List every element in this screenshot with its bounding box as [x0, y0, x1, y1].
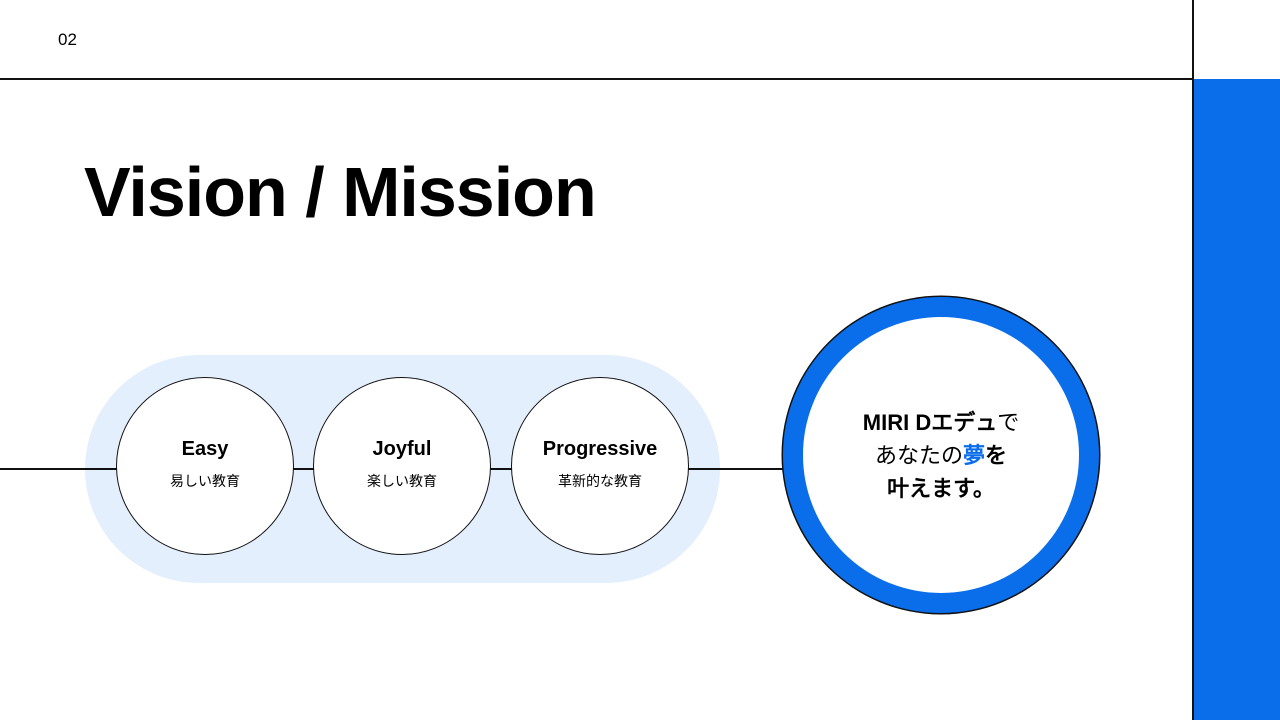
mission-line-1: MIRI Dエデュで — [863, 406, 1019, 439]
mission-line-3: 叶えます。 — [887, 472, 995, 505]
value-subtitle: 楽しい教育 — [367, 472, 437, 489]
mission-line-2: あなたの夢を — [875, 439, 1007, 472]
accent-bar — [1194, 79, 1280, 720]
value-subtitle: 革新的な教育 — [558, 472, 642, 489]
mission-text: を — [985, 442, 1008, 468]
mission-text: あなたの — [874, 442, 963, 468]
mission-brand: MIRI Dエデュ — [862, 409, 998, 435]
value-title: Progressive — [542, 437, 658, 460]
mission-text: 叶えます。 — [887, 475, 995, 501]
vertical-divider — [1192, 0, 1194, 720]
value-title: Joyful — [372, 437, 432, 460]
mission-circle: MIRI Dエデュで あなたの夢を 叶えます。 — [783, 297, 1099, 613]
mission-highlight: 夢 — [962, 442, 985, 468]
value-subtitle: 易しい教育 — [170, 472, 240, 489]
page-title: Vision / Mission — [84, 153, 597, 231]
value-circle-easy: Easy 易しい教育 — [116, 377, 294, 555]
value-title: Easy — [181, 437, 229, 460]
value-circle-progressive: Progressive 革新的な教育 — [511, 377, 689, 555]
value-circle-joyful: Joyful 楽しい教育 — [313, 377, 491, 555]
header-divider — [0, 78, 1194, 80]
mission-text: で — [997, 409, 1020, 435]
page-number: 02 — [58, 30, 77, 49]
